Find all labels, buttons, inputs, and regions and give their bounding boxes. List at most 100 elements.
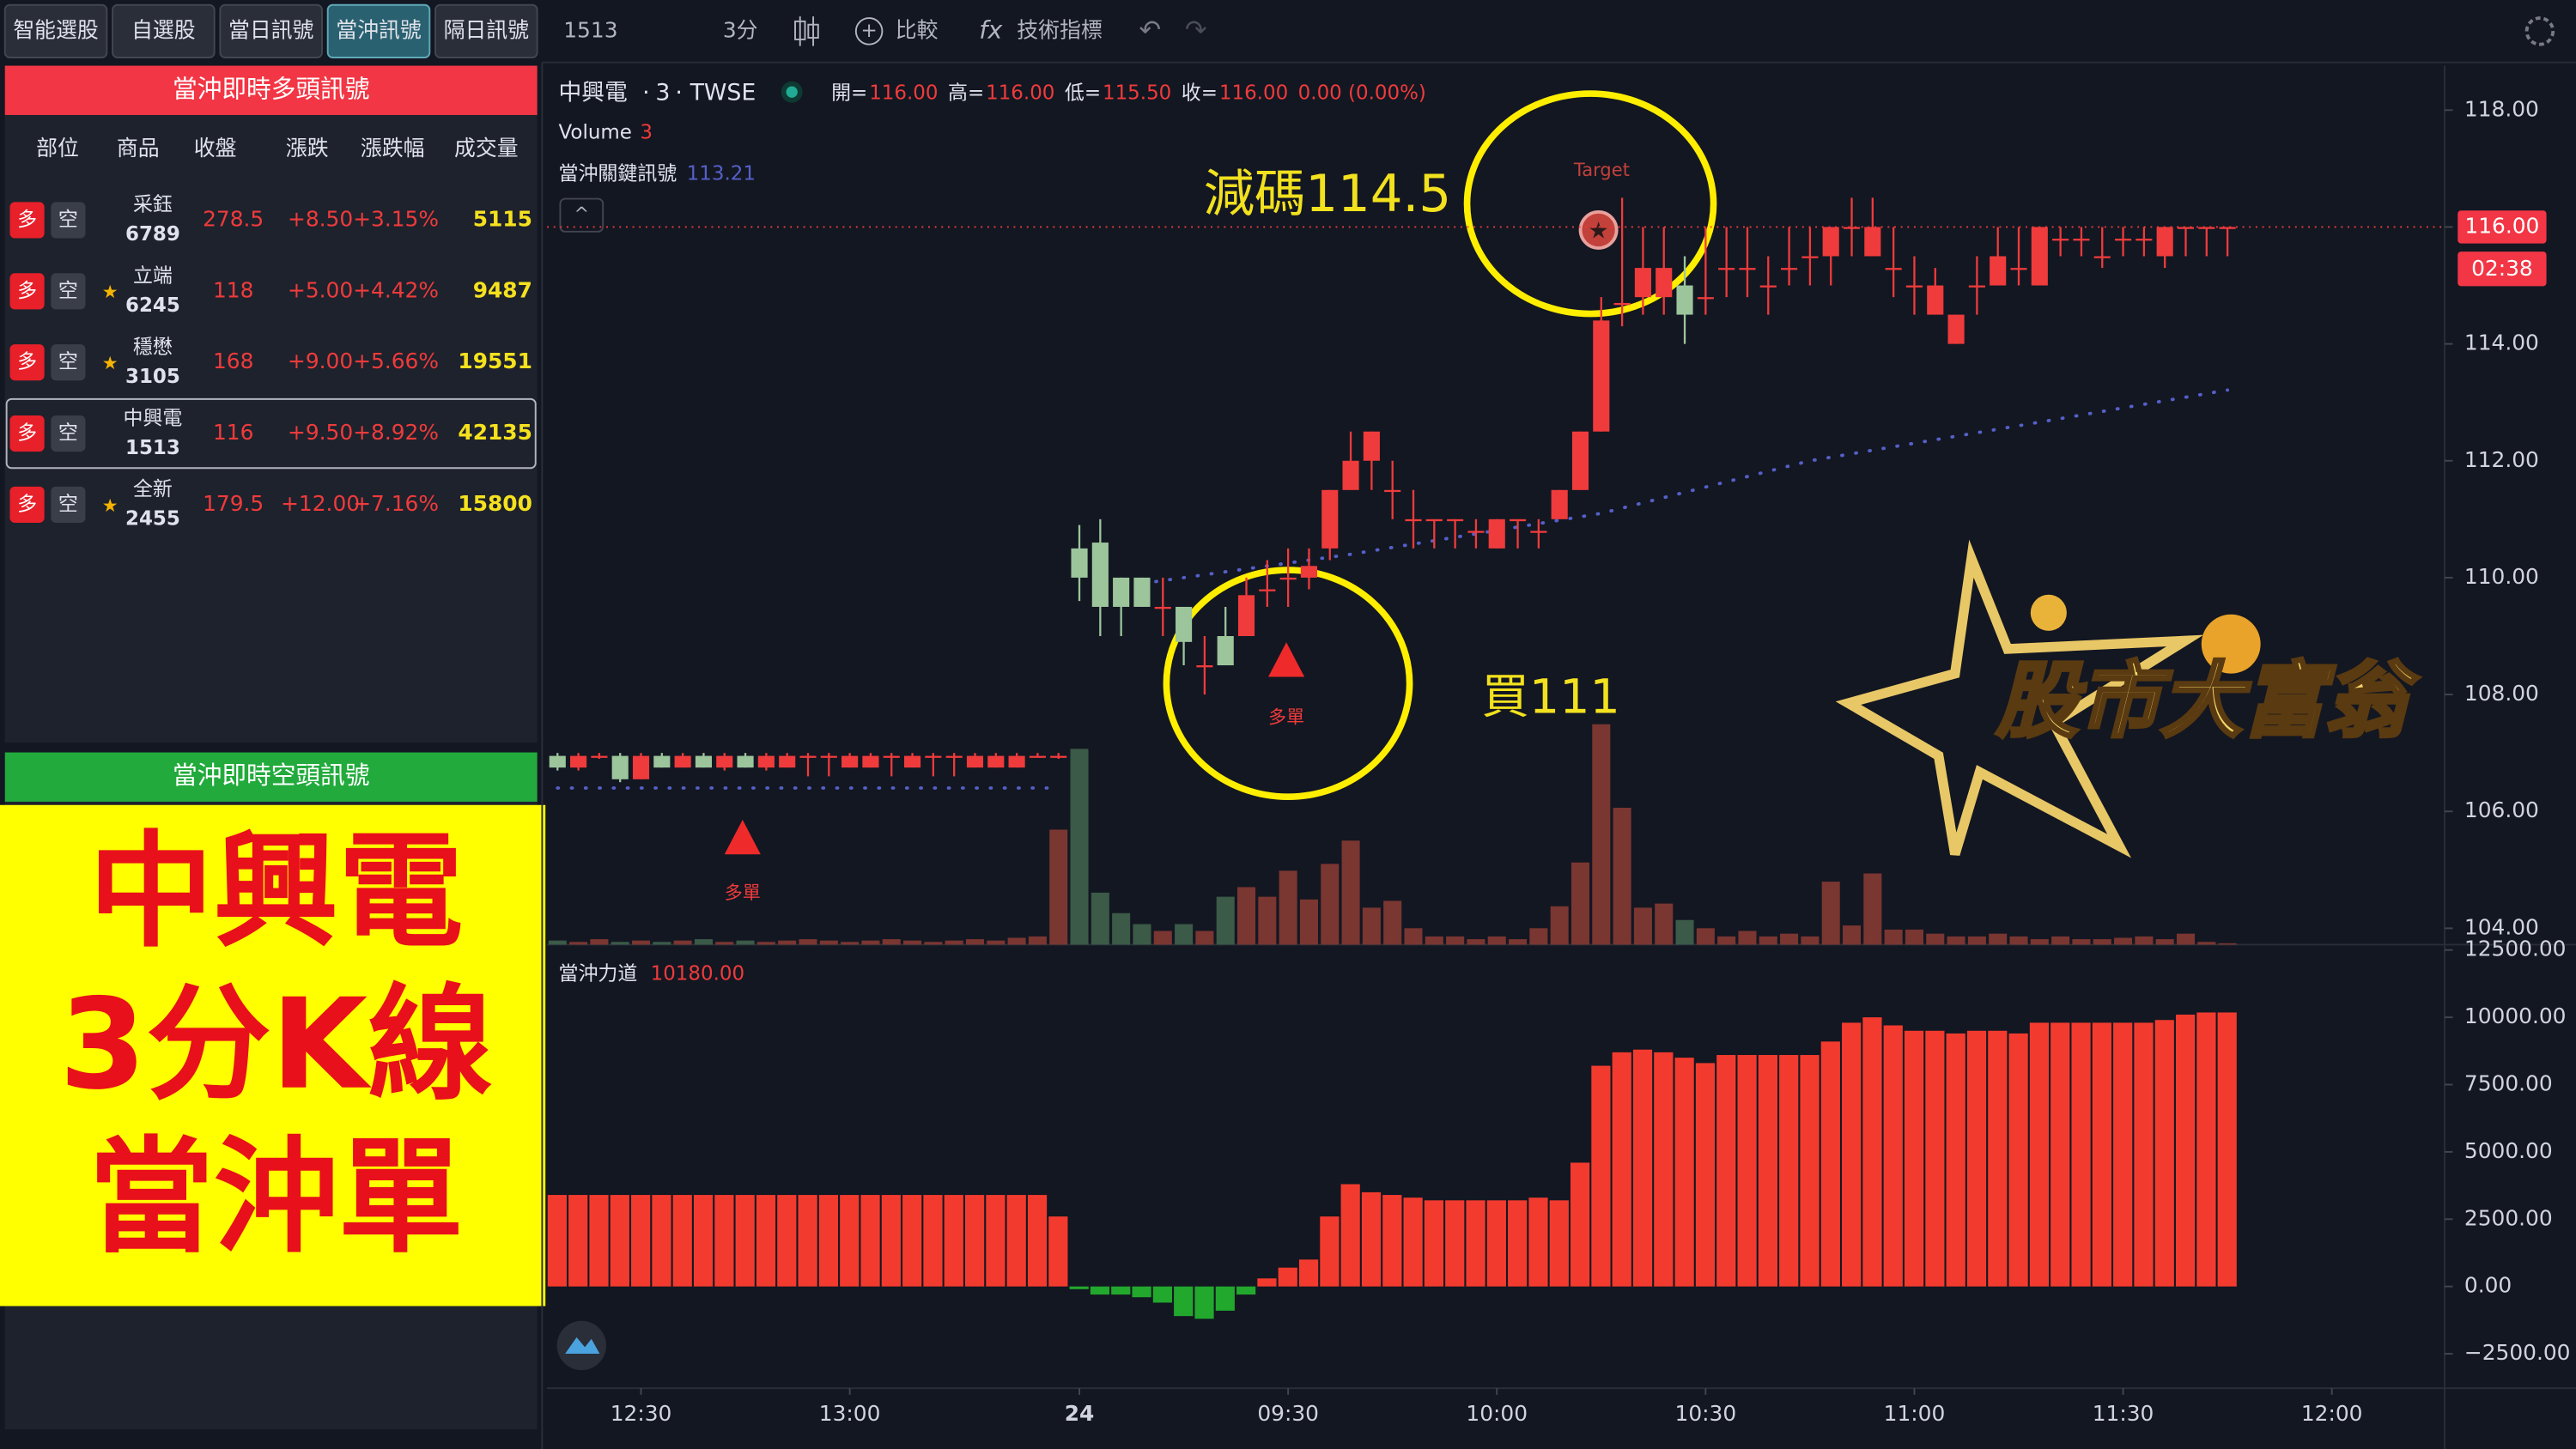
volume-bar <box>2030 939 2049 945</box>
key-line <box>556 388 2230 790</box>
candle-body <box>1488 518 1505 549</box>
bar <box>1215 1286 1235 1311</box>
close: 278.5 <box>203 206 264 231</box>
tab[interactable] <box>326 3 431 58</box>
change-pct: +7.16% <box>353 491 439 516</box>
short-button[interactable] <box>51 486 86 523</box>
volume-bar <box>819 940 838 945</box>
y-tick-label: 0.00 <box>2464 1273 2512 1298</box>
legend-sep: · <box>642 80 650 106</box>
candle-body <box>1008 755 1025 768</box>
short-button[interactable] <box>51 415 86 452</box>
countdown: 02:38 <box>2471 256 2533 281</box>
short-button[interactable] <box>51 344 86 381</box>
tab[interactable] <box>112 3 216 58</box>
collapse-icon: ^ <box>574 203 589 225</box>
volume-bar <box>673 940 692 945</box>
volume-bar <box>882 939 901 945</box>
bar <box>1632 1049 1653 1287</box>
candle-body <box>1237 595 1255 636</box>
tab-label: 當日訊號 <box>228 17 314 42</box>
indicator-icon[interactable]: fx <box>979 15 1003 44</box>
candle-body <box>1593 320 1610 432</box>
candle-body <box>1927 285 1944 315</box>
legend-sep: · <box>675 80 683 106</box>
change: +5.00 <box>288 277 353 302</box>
volume-bar <box>1738 931 1757 945</box>
tab[interactable] <box>434 3 538 58</box>
short-button-label: 空 <box>58 493 78 515</box>
bar <box>1695 1063 1716 1287</box>
candle-body <box>987 755 1005 768</box>
candle-body <box>1113 577 1130 607</box>
bar <box>1737 1055 1757 1287</box>
bar <box>1320 1216 1340 1287</box>
bar <box>652 1195 671 1287</box>
stock-name: 穩懋 <box>133 336 173 358</box>
volume: 15800 <box>458 491 532 516</box>
toolbar-indicators[interactable]: 技術指標 <box>1017 17 1103 42</box>
short-button[interactable] <box>51 273 86 310</box>
candle-body <box>1217 635 1234 666</box>
candle-body <box>611 755 629 779</box>
ohlc-value: 116.00 <box>869 82 938 105</box>
candle-body <box>1279 577 1297 580</box>
volume-bar <box>1341 840 1360 945</box>
y-tick-label: 114.00 <box>2464 330 2539 355</box>
bar <box>1466 1200 1485 1287</box>
candle-body <box>841 755 859 768</box>
candle-body <box>862 755 879 768</box>
volume-bar <box>1195 931 1214 945</box>
long-panel-title: 當沖即時多頭訊號 <box>173 74 369 103</box>
y-tick-label: 110.00 <box>2464 564 2539 589</box>
candle-body <box>1801 256 1819 258</box>
y-tick-label: 104.00 <box>2464 914 2539 939</box>
volume-bar <box>1133 924 1151 945</box>
toolbar-compare[interactable]: 比較 <box>896 17 939 42</box>
long-button[interactable] <box>9 273 45 310</box>
toolbar-symbol[interactable]: 1513 <box>563 17 617 42</box>
overlay-box <box>0 804 546 1307</box>
stock-name: 采鈺 <box>133 194 173 216</box>
bar <box>1904 1030 1924 1287</box>
toolbar-interval[interactable]: 3分 <box>723 17 758 42</box>
bar <box>1298 1259 1319 1287</box>
compare-icon[interactable] <box>854 17 884 45</box>
candle-body <box>1321 489 1339 549</box>
short-panel-header <box>4 752 538 802</box>
volume-bar <box>1049 829 1068 945</box>
settings-icon[interactable] <box>2524 16 2555 46</box>
redo[interactable]: ↷ <box>1185 15 1207 45</box>
tab[interactable] <box>219 3 323 58</box>
volume-bar <box>1509 939 1528 945</box>
volume-bar <box>1821 882 1840 945</box>
collapse-button[interactable] <box>559 197 605 233</box>
bar <box>944 1195 963 1287</box>
highlight-circle <box>1463 90 1717 318</box>
column-header: 漲跌 <box>286 136 329 161</box>
candle-body <box>1739 268 1756 270</box>
candle-body <box>1176 606 1193 642</box>
candle-icon[interactable] <box>794 16 819 46</box>
overlay-text: 3分K線 <box>59 973 493 1118</box>
volume-bar <box>1592 724 1611 945</box>
volume-label: Volume <box>559 122 632 144</box>
volume-bar <box>1863 873 1882 945</box>
long-button-label: 多 <box>17 351 37 373</box>
undo[interactable]: ↶ <box>1139 15 1161 45</box>
change: +12.00 <box>281 491 360 516</box>
long-button[interactable] <box>9 202 45 239</box>
tab[interactable] <box>3 3 108 58</box>
volume-bar <box>736 940 755 945</box>
volume-bar <box>611 942 629 945</box>
volume-value: 3 <box>640 122 653 144</box>
short-button[interactable] <box>51 202 86 239</box>
long-button[interactable] <box>9 344 45 381</box>
x-tick-label: 10:30 <box>1675 1401 1737 1426</box>
long-button[interactable] <box>9 415 45 452</box>
volume-bar <box>778 940 797 945</box>
bar <box>1090 1286 1110 1295</box>
long-button[interactable] <box>9 486 45 523</box>
bar <box>1946 1033 1965 1287</box>
